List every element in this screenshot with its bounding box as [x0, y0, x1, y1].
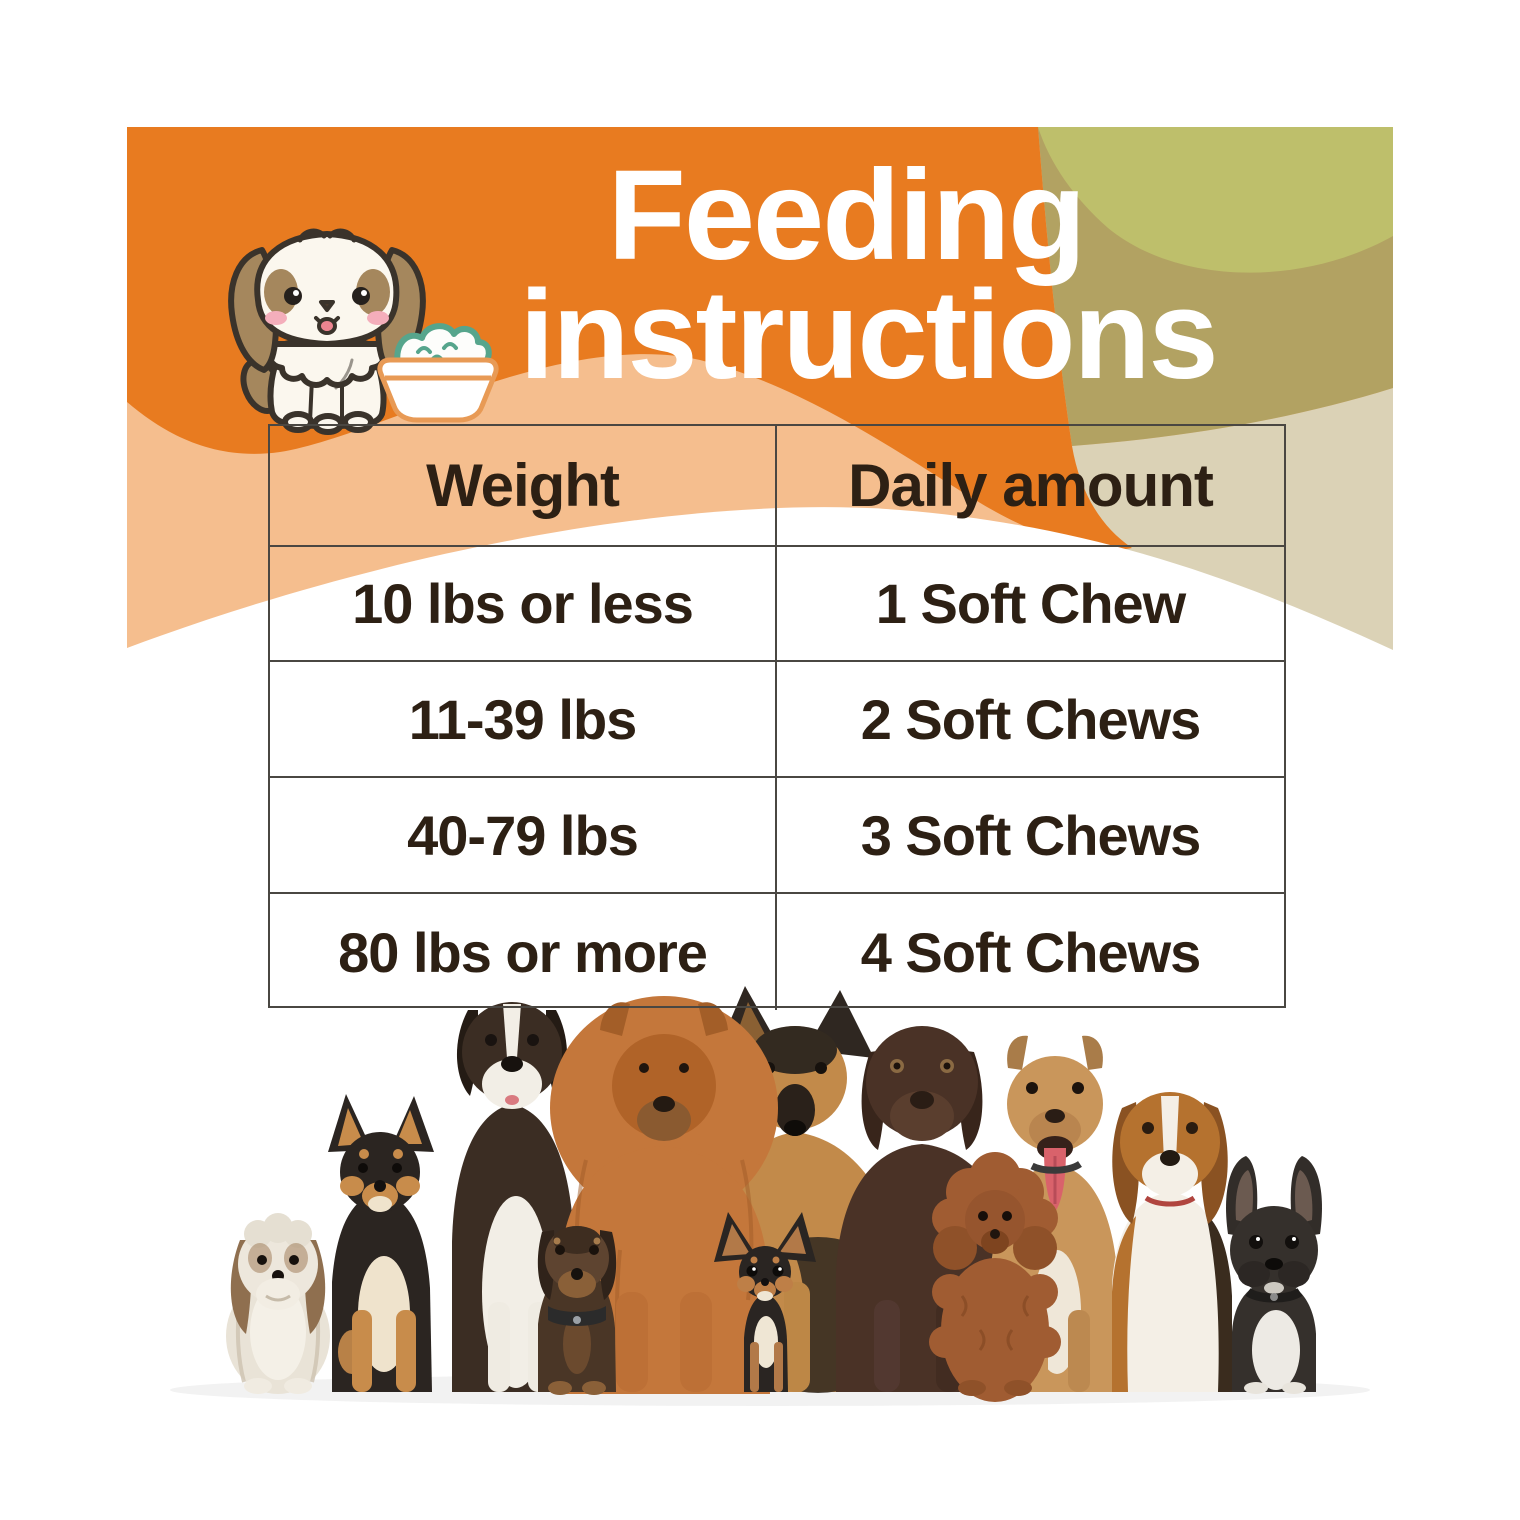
table-cell-amount: 2 Soft Chews — [777, 662, 1284, 778]
dog-shiba-inu — [328, 1094, 434, 1392]
dog-shih-tzu-puppy — [226, 1213, 330, 1394]
table-cell-weight: 11-39 lbs — [270, 662, 777, 778]
dog-chihuahua — [714, 1212, 816, 1392]
table-header-daily-amount: Daily amount — [777, 426, 1284, 547]
table-cell-amount: 3 Soft Chews — [777, 778, 1284, 894]
orange-wave-shape — [127, 127, 1132, 551]
page-title-line1: Feeding — [607, 144, 1087, 287]
feeding-table: Weight Daily amount 10 lbs or less 1 Sof… — [268, 424, 1286, 1010]
dog-chow-chow — [550, 996, 778, 1394]
cartoon-puppy-icon — [228, 228, 426, 435]
white-wave-shape — [127, 507, 1393, 760]
table-cell-amount: 1 Soft Chew — [777, 547, 1284, 662]
page-title-line2: instructions — [519, 264, 1218, 405]
dog-boxer — [452, 1002, 576, 1392]
dog-french-bulldog — [1226, 1156, 1322, 1394]
table-cell-amount: 4 Soft Chews — [860, 920, 1202, 984]
dog-beagle — [1112, 1092, 1232, 1392]
table-cell-weight: 40-79 lbs — [270, 778, 777, 894]
dog-dachshund — [537, 1226, 617, 1395]
food-bowl-icon — [377, 323, 499, 423]
olive-green-wave-shape — [1038, 127, 1393, 273]
dog-toy-poodle — [929, 1152, 1061, 1402]
table-header-weight: Weight — [270, 426, 777, 547]
table-cell-weight: 10 lbs or less — [270, 547, 777, 662]
table-cell-weight: 80 lbs or more — [270, 894, 777, 1010]
